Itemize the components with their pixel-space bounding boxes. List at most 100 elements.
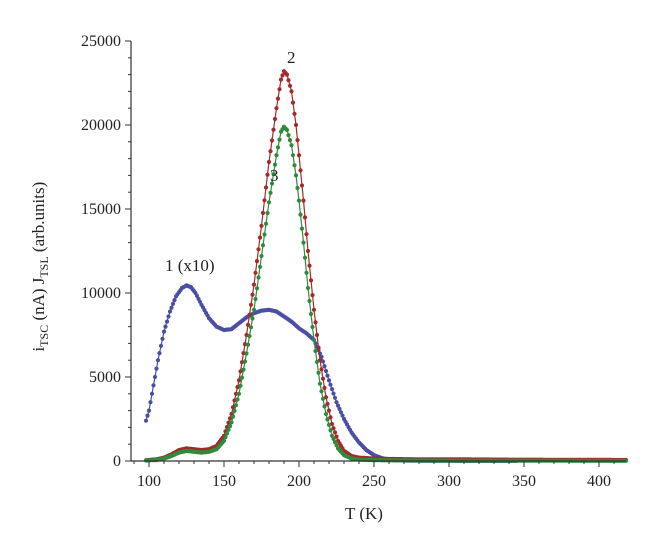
data-point xyxy=(160,336,165,341)
data-point xyxy=(143,418,149,423)
data-point xyxy=(296,153,302,158)
data-point xyxy=(314,332,320,338)
data-point xyxy=(238,383,243,388)
data-point xyxy=(260,243,266,248)
data-point xyxy=(268,149,273,154)
data-point xyxy=(170,301,176,306)
data-point xyxy=(319,367,324,372)
data-point xyxy=(275,96,281,101)
data-point xyxy=(308,311,314,317)
data-point xyxy=(305,248,311,254)
data-point xyxy=(304,270,309,275)
data-point xyxy=(269,181,275,186)
data-point xyxy=(338,410,344,415)
axes-layer: 100 150 200 250 300 350 400 0 5000 10000 15000 2000… xyxy=(81,33,626,490)
data-point xyxy=(328,428,333,433)
data-point xyxy=(322,385,327,390)
data-point xyxy=(335,403,341,408)
data-point xyxy=(328,382,333,387)
data-point xyxy=(316,370,321,375)
y-axis-title-tsl-base: J xyxy=(29,277,48,284)
data-point xyxy=(260,210,266,216)
data-point xyxy=(311,337,317,343)
data-point xyxy=(310,324,315,330)
data-point xyxy=(244,351,249,356)
data-point xyxy=(254,259,260,264)
data-point xyxy=(151,383,156,388)
data-point xyxy=(307,298,312,304)
data-point xyxy=(310,293,315,298)
data-point xyxy=(230,405,236,410)
data-point xyxy=(290,100,296,105)
data-point xyxy=(301,240,306,245)
data-point xyxy=(250,316,255,321)
data-point xyxy=(145,413,150,418)
labels-layer: T (K) JTSL (arb.units) iTSC (nA) 1 (x10)… xyxy=(29,48,383,523)
data-point xyxy=(259,223,264,228)
data-point xyxy=(292,111,297,116)
x-axis-title: T (K) xyxy=(345,504,383,523)
data-point xyxy=(263,221,269,226)
data-point xyxy=(332,430,338,435)
data-point xyxy=(287,138,293,143)
data-point xyxy=(317,381,323,386)
data-point xyxy=(239,375,245,380)
data-point xyxy=(286,78,291,83)
data-point xyxy=(172,298,177,303)
data-point xyxy=(223,435,228,440)
data-point xyxy=(272,162,278,167)
data-point xyxy=(334,400,339,405)
data-point xyxy=(248,302,254,307)
data-point xyxy=(290,153,296,158)
data-point xyxy=(298,212,303,217)
data-point xyxy=(245,342,251,347)
data-point xyxy=(235,397,240,402)
data-point xyxy=(257,235,263,240)
data-point xyxy=(280,73,285,78)
data-point xyxy=(272,116,278,122)
series-line xyxy=(145,125,627,462)
data-point xyxy=(325,373,330,378)
data-point xyxy=(295,138,300,143)
y-axis-title-tsc-sub: TSC xyxy=(37,325,51,347)
data-point xyxy=(164,319,170,324)
y-axis-title-tsc-rest: (nA) xyxy=(29,288,48,324)
data-point xyxy=(230,414,236,419)
data-point xyxy=(251,307,257,312)
data-point xyxy=(149,391,155,396)
data-point xyxy=(292,163,297,168)
data-point xyxy=(313,348,318,354)
data-point xyxy=(241,367,246,372)
curve-label-1: 1 (x10) xyxy=(165,256,215,275)
data-point xyxy=(320,396,326,401)
y-tick-label: 0 xyxy=(113,453,121,470)
data-point xyxy=(319,389,324,394)
data-point xyxy=(302,255,308,260)
data-point xyxy=(319,354,324,359)
data-point xyxy=(299,183,305,188)
data-point xyxy=(325,417,330,422)
data-point xyxy=(158,343,164,348)
data-point xyxy=(262,232,267,237)
data-point xyxy=(253,296,258,302)
y-tick-label: 10000 xyxy=(81,285,121,302)
data-point xyxy=(166,314,171,319)
data-point xyxy=(242,359,248,364)
data-point xyxy=(332,395,338,400)
data-point xyxy=(259,253,264,259)
data-point xyxy=(304,232,309,237)
data-point xyxy=(293,173,299,178)
data-point xyxy=(148,400,153,405)
data-point xyxy=(308,278,314,283)
data-point xyxy=(248,325,254,330)
data-point xyxy=(265,172,270,177)
series-layer xyxy=(143,69,629,463)
data-point xyxy=(287,83,293,88)
data-point xyxy=(331,426,336,431)
data-point xyxy=(274,153,279,158)
data-point xyxy=(298,168,303,173)
data-point xyxy=(274,106,279,111)
data-point xyxy=(284,127,290,133)
data-point xyxy=(323,368,329,374)
data-point xyxy=(254,286,260,291)
